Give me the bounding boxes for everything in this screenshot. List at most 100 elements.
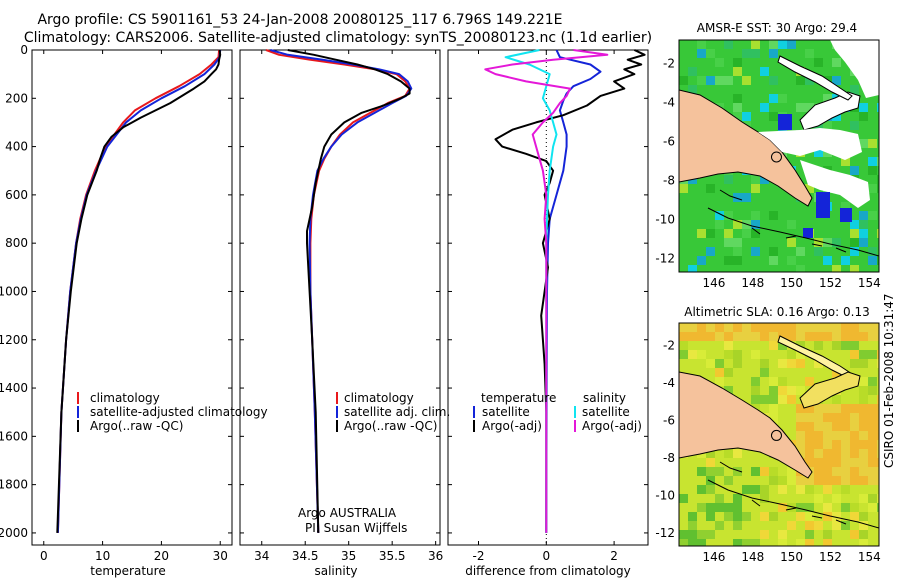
sla-cell <box>850 512 859 521</box>
sst-cell <box>841 265 850 272</box>
sla-cell <box>778 485 787 494</box>
sla-cell <box>742 323 751 332</box>
sst-high-cell <box>816 192 830 218</box>
sla-cell <box>859 413 868 422</box>
sst-cell <box>715 76 724 85</box>
sla-cell <box>814 422 823 431</box>
sla-cell <box>706 359 715 368</box>
sla-cell <box>742 485 751 494</box>
sst-cell <box>742 49 751 58</box>
sla-cell <box>724 449 733 458</box>
sla-cell <box>823 440 832 449</box>
sla-cell <box>688 539 697 546</box>
sla-cell <box>760 476 769 485</box>
y-tick-label: 1000 <box>0 284 28 298</box>
sla-cell <box>877 467 879 476</box>
sla-cell <box>697 530 706 539</box>
sst-cell <box>796 103 805 112</box>
sla-map-frame <box>678 322 880 547</box>
sla-cell <box>796 404 805 413</box>
sla-cell <box>796 341 805 350</box>
sla-cell <box>814 431 823 440</box>
sla-cell <box>859 323 868 332</box>
legend-label-argo: Argo(..raw -QC) <box>90 419 183 433</box>
map-y-tick-label: -6 <box>663 413 675 427</box>
sla-cell <box>724 386 733 395</box>
salinity-legend: climatology satellite adj. clim. Argo(..… <box>336 391 450 433</box>
sla-cell <box>814 440 823 449</box>
sla-cell <box>769 386 778 395</box>
coastline-south <box>707 207 879 257</box>
sla-cell <box>859 539 868 546</box>
sst-cell <box>688 85 697 94</box>
sst-cell <box>823 94 832 103</box>
sla-cell <box>796 413 805 422</box>
sla-cell <box>796 449 805 458</box>
sla-cell <box>841 521 850 530</box>
sst-cell <box>805 49 814 58</box>
x-tick-label: 10 <box>95 549 110 563</box>
sla-cell <box>841 440 850 449</box>
sst-cell <box>778 94 787 103</box>
sla-cell <box>715 494 724 503</box>
sst-cell <box>859 229 868 238</box>
sla-cell <box>868 503 877 512</box>
map-y-tick-label: -12 <box>655 526 675 540</box>
map-x-tick-label: 148 <box>741 550 764 564</box>
sst-cell <box>769 40 778 49</box>
sst-cell <box>850 121 859 130</box>
sst-cell <box>832 58 841 67</box>
sla-cell <box>706 323 715 332</box>
sst-cell <box>868 247 877 256</box>
sla-cell <box>859 431 868 440</box>
sst-cell <box>715 211 724 220</box>
sla-cell <box>877 422 879 431</box>
map-x-tick-label: 154 <box>858 276 881 290</box>
sla-cell <box>778 395 787 404</box>
sst-cell <box>814 67 823 76</box>
sla-cell <box>751 332 760 341</box>
temperature-series-satellite-adjusted-climatology <box>56 49 222 533</box>
sla-cell <box>715 368 724 377</box>
sst-cell <box>742 193 751 202</box>
sla-cell <box>832 494 841 503</box>
sst-cell <box>733 58 742 67</box>
map-x-tick-label: 148 <box>741 276 764 290</box>
sla-cell <box>742 332 751 341</box>
sla-cell <box>715 323 724 332</box>
sla-cell <box>859 395 868 404</box>
sla-cell <box>733 350 742 359</box>
sla-cell <box>724 503 733 512</box>
sla-cell <box>868 332 877 341</box>
new-britain-island <box>799 91 861 131</box>
sla-cell <box>868 386 877 395</box>
sla-cell <box>832 422 841 431</box>
sst-cell <box>769 49 778 58</box>
map-x-tick-label: 146 <box>702 276 725 290</box>
sla-cell <box>814 413 823 422</box>
sla-cell <box>832 341 841 350</box>
sla-cell <box>751 539 760 546</box>
sla-cell <box>715 521 724 530</box>
sla-cell <box>760 332 769 341</box>
sst-cell <box>733 193 742 202</box>
sst-cell <box>868 211 877 220</box>
sla-cell <box>796 386 805 395</box>
y-tick-label: 400 <box>5 140 28 154</box>
sla-cell <box>724 350 733 359</box>
sla-cell <box>796 350 805 359</box>
sst-cell <box>787 40 796 49</box>
sla-cell <box>805 332 814 341</box>
sla-cell <box>868 413 877 422</box>
sst-high-cell <box>778 114 792 130</box>
sst-cell <box>787 238 796 247</box>
sla-cell <box>850 422 859 431</box>
sst-cell <box>850 85 859 94</box>
sla-cell <box>751 485 760 494</box>
sla-cell <box>850 323 859 332</box>
map-y-tick-label: -4 <box>663 376 675 390</box>
legend-header-temperature: temperature <box>481 391 556 405</box>
x-tick-label: 36 <box>428 549 443 563</box>
sla-cell <box>742 341 751 350</box>
sla-cell <box>868 512 877 521</box>
